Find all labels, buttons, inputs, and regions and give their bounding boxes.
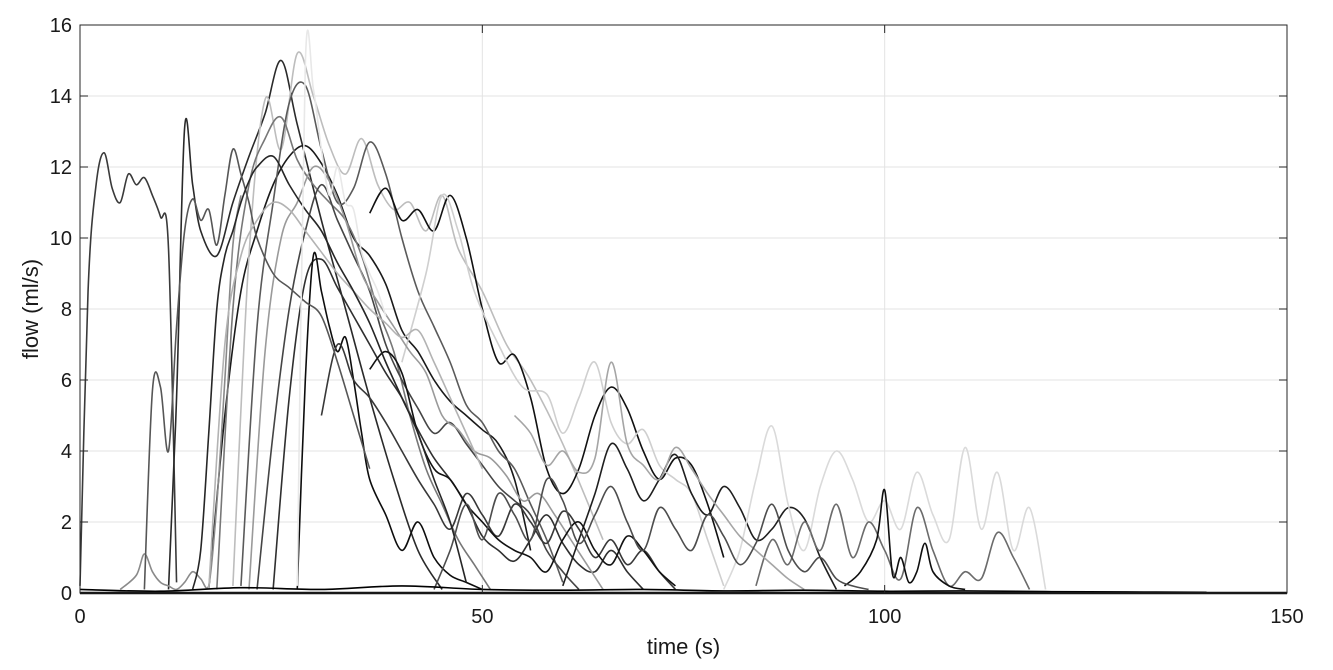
series-line bbox=[119, 195, 242, 591]
series-line bbox=[368, 187, 725, 558]
y-tick-label: 10 bbox=[50, 228, 72, 250]
series-line bbox=[191, 155, 468, 590]
series-line bbox=[248, 165, 604, 590]
axis-ticks: 0 50 100 150 0 2 4 6 8 10 12 14 16 bbox=[50, 15, 1304, 628]
y-tick-label: 4 bbox=[61, 441, 72, 463]
y-tick-label: 6 bbox=[61, 370, 72, 392]
y-tick-label: 14 bbox=[50, 86, 72, 108]
series-line bbox=[232, 51, 604, 586]
x-axis-label: time (s) bbox=[647, 634, 720, 659]
series-line bbox=[843, 489, 966, 591]
grid-lines bbox=[79, 24, 1288, 594]
series-line bbox=[79, 585, 1207, 594]
y-axis-label: flow (ml/s) bbox=[18, 259, 43, 359]
series-line bbox=[722, 425, 1047, 590]
series-line bbox=[513, 361, 805, 591]
series-line bbox=[79, 152, 178, 586]
series-line bbox=[296, 251, 483, 591]
y-tick-label: 12 bbox=[50, 157, 72, 179]
series-line bbox=[240, 81, 564, 586]
y-tick-label: 16 bbox=[50, 15, 72, 37]
series-line bbox=[433, 477, 869, 591]
series-line bbox=[167, 59, 443, 590]
series-line bbox=[207, 201, 484, 590]
series-line bbox=[320, 343, 677, 590]
series-lines bbox=[79, 29, 1287, 595]
series-line bbox=[296, 29, 387, 586]
series-line bbox=[401, 193, 725, 587]
x-tick-label: 50 bbox=[471, 606, 493, 628]
x-tick-label: 150 bbox=[1270, 606, 1303, 628]
y-tick-label: 2 bbox=[61, 512, 72, 534]
series-line bbox=[755, 503, 1031, 590]
x-tick-label: 0 bbox=[74, 606, 85, 628]
y-tick-label: 0 bbox=[61, 583, 72, 605]
x-tick-label: 100 bbox=[868, 606, 901, 628]
series-line bbox=[143, 148, 371, 590]
y-tick-label: 8 bbox=[61, 299, 72, 321]
series-line bbox=[256, 183, 580, 590]
